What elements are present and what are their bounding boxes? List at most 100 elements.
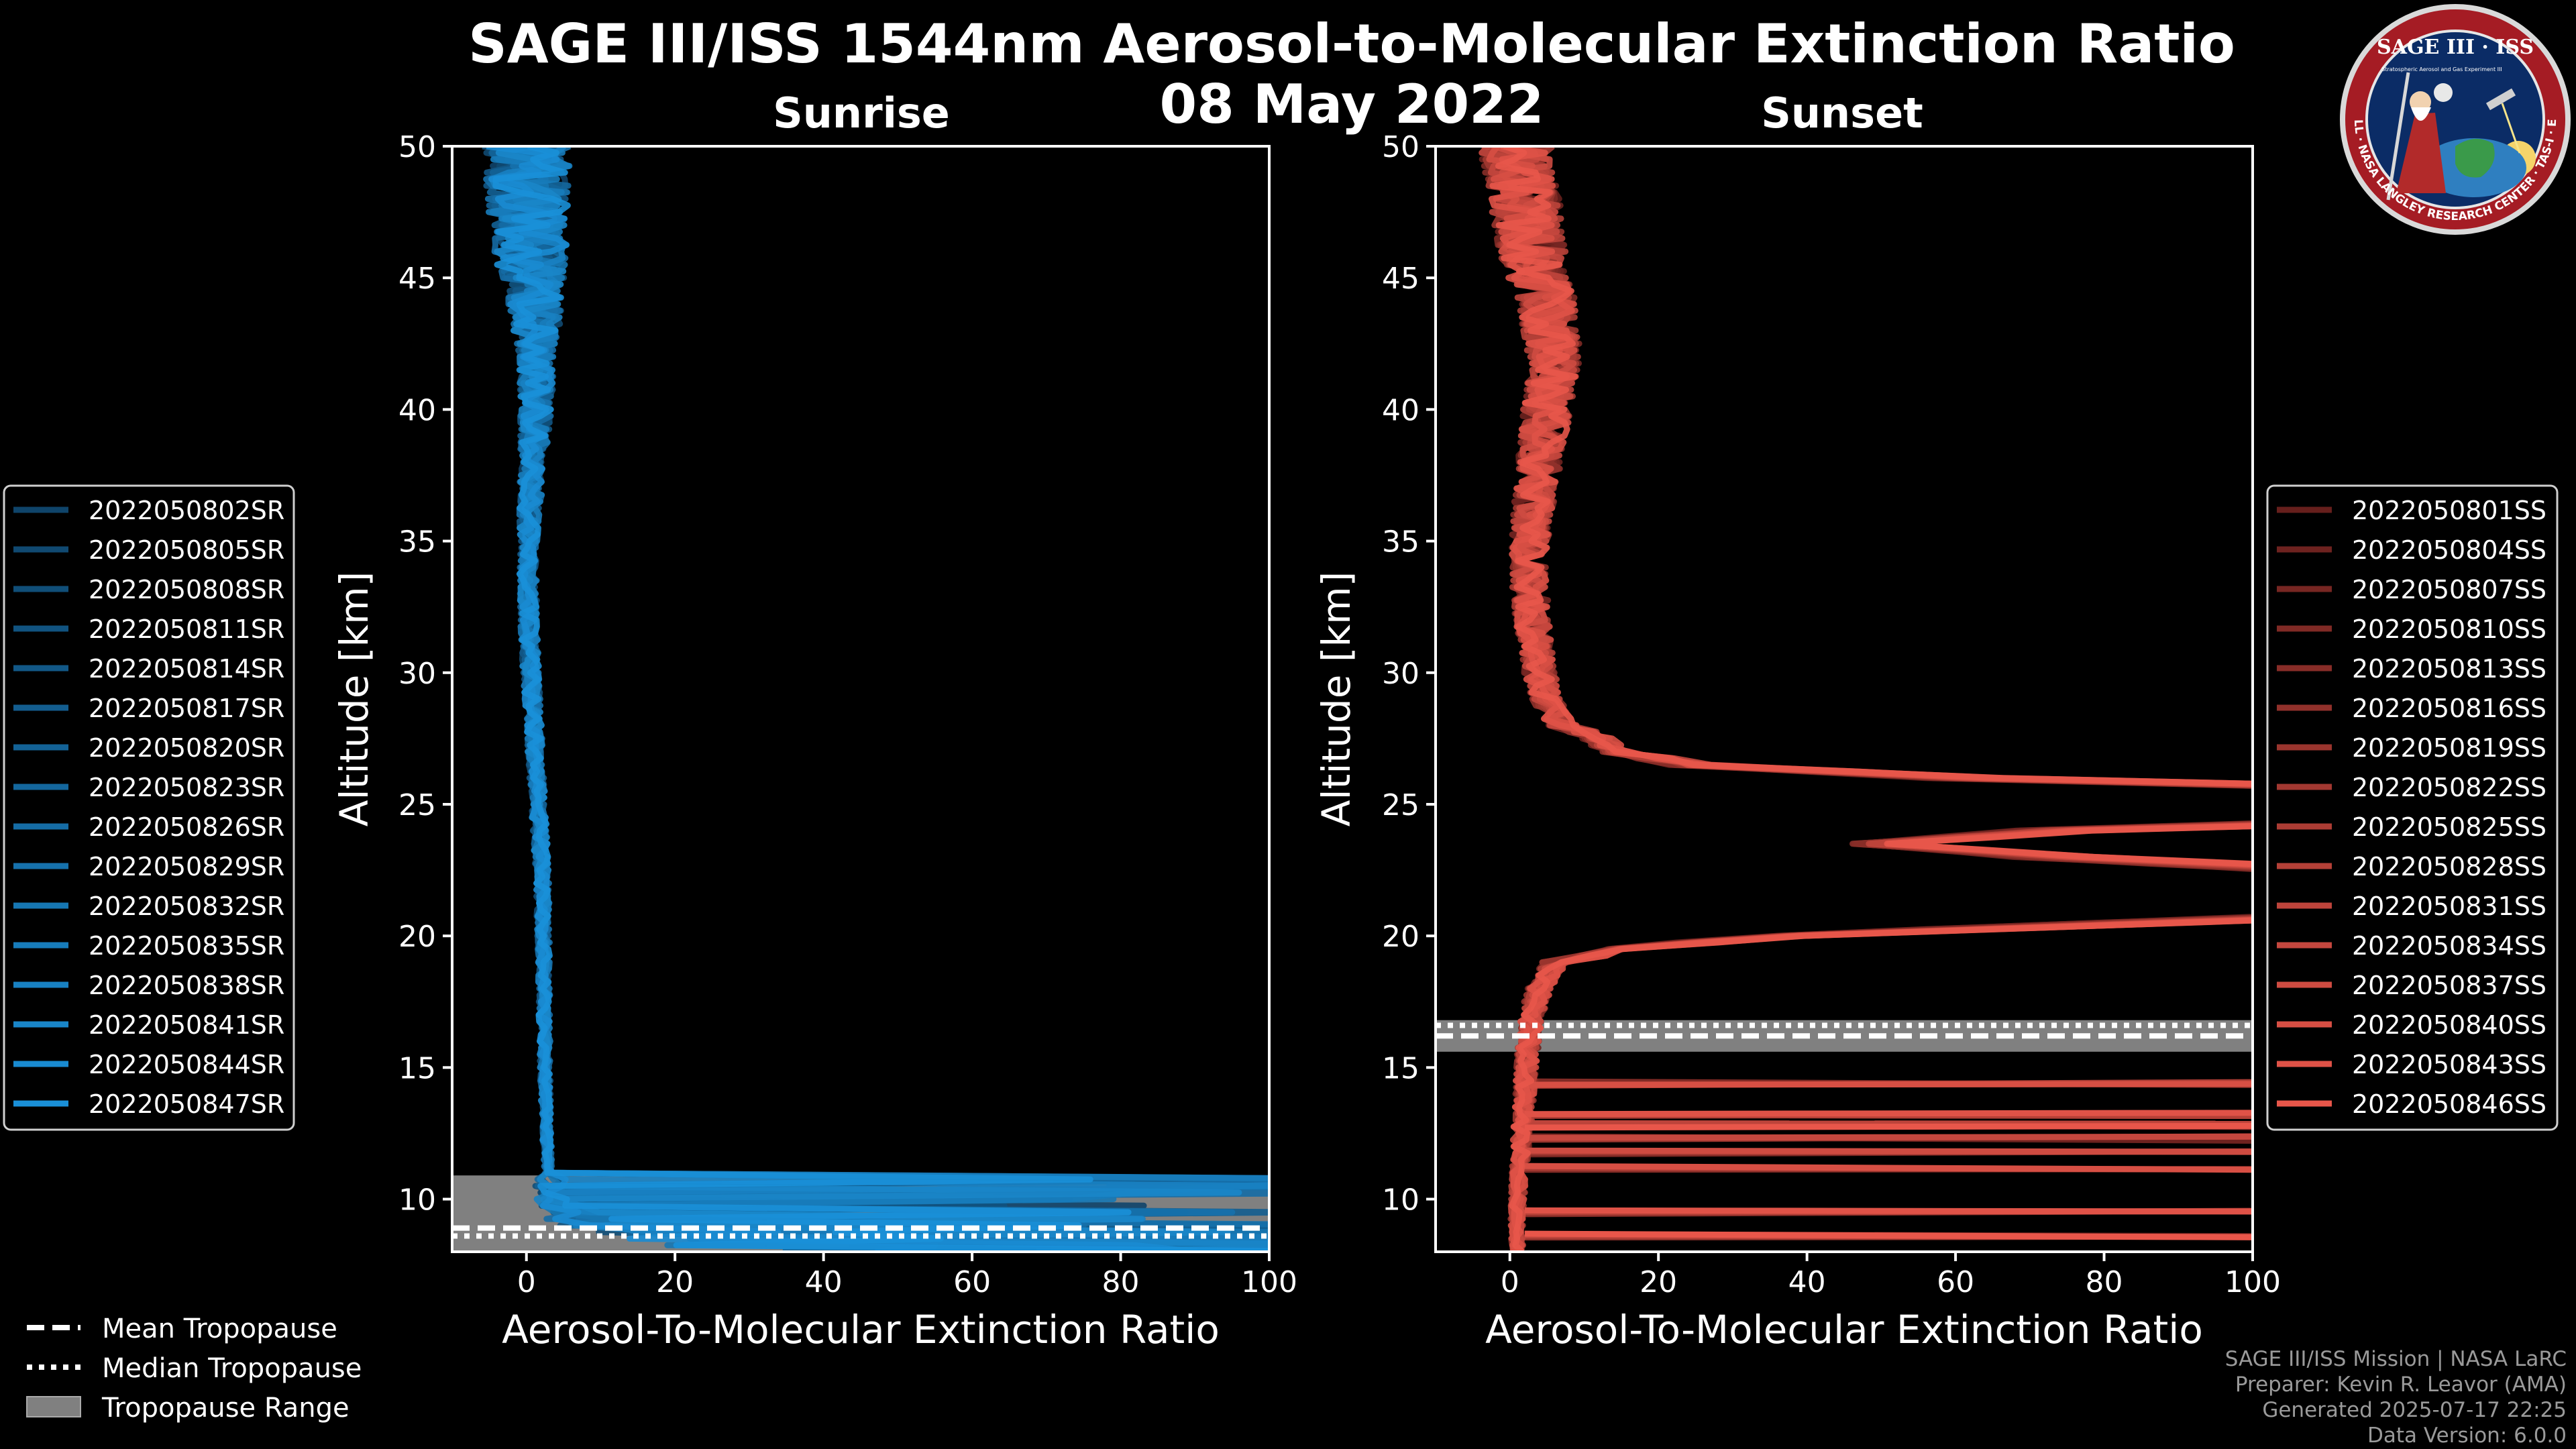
figure-title: SAGE III/ISS 1544nm Aerosol-to-Molecular… [468, 13, 2235, 75]
logo-figure-icon [2396, 113, 2446, 193]
y-tick-label: 20 [398, 920, 436, 954]
footer-version: Data Version: 6.0.0 [2367, 1424, 2567, 1448]
logo-beard-icon [2411, 107, 2431, 121]
y-tick-label: 25 [1382, 788, 1419, 822]
legend-entry-2022050832SR: 2022050832SR [89, 892, 284, 921]
profile-line-2022050846SS [1489, 146, 2253, 1252]
plot-area [452, 146, 1269, 1252]
profile-spike [1524, 1133, 2253, 1141]
tropopause-range-swatch [26, 1396, 81, 1417]
x-tick-label: 0 [1501, 1265, 1519, 1299]
y-tick-label: 10 [398, 1183, 436, 1218]
x-tick-label: 60 [953, 1265, 991, 1299]
logo-subtitle: Stratospheric Aerosol and Gas Experiment… [2381, 66, 2502, 72]
y-tick-label: 45 [1382, 262, 1419, 296]
y-axis-label: Altitude [km] [1313, 572, 1359, 826]
mean-tropopause-label: Mean Tropopause [102, 1313, 337, 1344]
legend-entry-2022050843SS: 2022050843SS [2352, 1050, 2546, 1079]
y-tick-label: 20 [1382, 920, 1419, 954]
logo-beam-icon [2501, 103, 2521, 154]
legend-entry-2022050847SR: 2022050847SR [89, 1089, 284, 1119]
y-axis-label: Altitude [km] [331, 572, 377, 826]
legend-entry-2022050826SR: 2022050826SR [89, 812, 284, 842]
footer-preparer: Preparer: Kevin R. Leavor (AMA) [2235, 1373, 2567, 1397]
legend-entry-2022050841SR: 2022050841SR [89, 1010, 284, 1040]
x-tick-label: 100 [2224, 1265, 2281, 1299]
logo-station-icon [2485, 88, 2516, 111]
legend-entry-2022050823SR: 2022050823SR [89, 773, 284, 802]
legend-entry-2022050814SR: 2022050814SR [89, 654, 284, 684]
logo-staff-icon [2386, 72, 2410, 201]
tropopause-range-label: Tropopause Range [101, 1393, 350, 1424]
y-tick-label: 10 [1382, 1183, 1419, 1218]
legend-entry-2022050831SS: 2022050831SS [2352, 892, 2546, 921]
footer-mission: SAGE III/ISS Mission | NASA LaRC [2225, 1347, 2567, 1371]
x-tick-label: 80 [2086, 1265, 2123, 1299]
profile-spike [1524, 1122, 2253, 1131]
y-tick-label: 15 [1382, 1051, 1419, 1085]
figure-date: 08 May 2022 [1160, 73, 1544, 136]
sunset-panel-title: Sunset [1761, 89, 1923, 138]
y-tick-label: 45 [398, 262, 436, 296]
y-tick-label: 40 [1382, 393, 1419, 427]
profile-spike [1524, 1110, 2253, 1118]
plot-frame [1434, 145, 2254, 1253]
x-tick-label: 40 [805, 1265, 843, 1299]
x-tick-label: 40 [1788, 1265, 1826, 1299]
legend-entry-2022050825SS: 2022050825SS [2352, 812, 2546, 842]
profile-line-2022050837SS [1493, 146, 2253, 1252]
legend-entry-2022050844SR: 2022050844SR [89, 1050, 284, 1079]
legend-box [3, 484, 295, 1131]
legend-entry-2022050820SR: 2022050820SR [89, 733, 284, 763]
sunrise-plot: 0 20 40 60 80 100 10 15 20 25 30 35 40 45 50 Aerosol-To… [331, 130, 1297, 1352]
legend-entry-2022050816SS: 2022050816SS [2352, 694, 2546, 723]
profile-line-2022050847SR [492, 146, 1269, 1252]
logo-continent-icon [2455, 138, 2495, 178]
legend-entry-2022050834SS: 2022050834SS [2352, 931, 2546, 961]
legend-box [2266, 484, 2559, 1131]
legend-entry-2022050819SS: 2022050819SS [2352, 733, 2546, 763]
legend-entry-2022050805SR: 2022050805SR [89, 535, 284, 565]
plot-frame [451, 145, 1271, 1253]
profile-spike [1524, 1147, 2253, 1155]
legend-entry-2022050828SS: 2022050828SS [2352, 852, 2546, 881]
legend-entry-2022050808SR: 2022050808SR [89, 575, 284, 604]
profile-spike [1524, 1163, 2253, 1173]
legend-entry-2022050810SS: 2022050810SS [2352, 614, 2546, 644]
legend-entry-2022050846SS: 2022050846SS [2352, 1089, 2546, 1119]
x-axis-label: Aerosol-To-Molecular Extinction Ratio [1485, 1307, 2203, 1352]
legend-entry-2022050807SS: 2022050807SS [2352, 575, 2546, 604]
legend-entry-2022050837SS: 2022050837SS [2352, 971, 2546, 1000]
y-tick-label: 50 [398, 130, 436, 164]
x-tick-label: 0 [517, 1265, 536, 1299]
profile-spike [1524, 1207, 2253, 1215]
x-tick-label: 20 [656, 1265, 694, 1299]
y-tick-label: 30 [1382, 657, 1419, 691]
sunset-legend: 2022050801SS 2022050804SS 2022050807SS 2022… [2266, 484, 2559, 1131]
y-tick-label: 15 [398, 1051, 436, 1085]
sage-iii-iss-logo: SAGE III · ISS Stratospheric Aerosol and… [2340, 4, 2571, 235]
logo-title: SAGE III · ISS [2377, 36, 2534, 59]
legend-entry-2022050817SR: 2022050817SR [89, 694, 284, 723]
legend-entry-2022050829SR: 2022050829SR [89, 852, 284, 881]
sunrise-panel-title: Sunrise [773, 89, 950, 138]
profile-spike [1524, 1230, 2253, 1240]
legend-entry-2022050813SS: 2022050813SS [2352, 654, 2546, 684]
legend-entry-2022050802SR: 2022050802SR [89, 496, 284, 525]
legend-entry-2022050838SR: 2022050838SR [89, 971, 284, 1000]
x-tick-label: 60 [1937, 1265, 1974, 1299]
y-tick-label: 35 [1382, 525, 1419, 559]
tropopause-legend: Mean Tropopause Median Tropopause Tropop… [26, 1313, 362, 1424]
y-tick-label: 30 [398, 657, 436, 691]
legend-entry-2022050840SS: 2022050840SS [2352, 1010, 2546, 1040]
legend-entry-2022050804SS: 2022050804SS [2352, 535, 2546, 565]
logo-moon-icon [2434, 83, 2453, 102]
x-tick-label: 80 [1102, 1265, 1140, 1299]
x-axis-label: Aerosol-To-Molecular Extinction Ratio [502, 1307, 1220, 1352]
footer-generated: Generated 2025-07-17 22:25 [2262, 1398, 2567, 1422]
x-tick-label: 20 [1640, 1265, 1677, 1299]
footer-credits: SAGE III/ISS Mission | NASA LaRC Prepare… [2225, 1347, 2567, 1448]
x-tick-label: 100 [1241, 1265, 1297, 1299]
y-tick-label: 50 [1382, 130, 1419, 164]
